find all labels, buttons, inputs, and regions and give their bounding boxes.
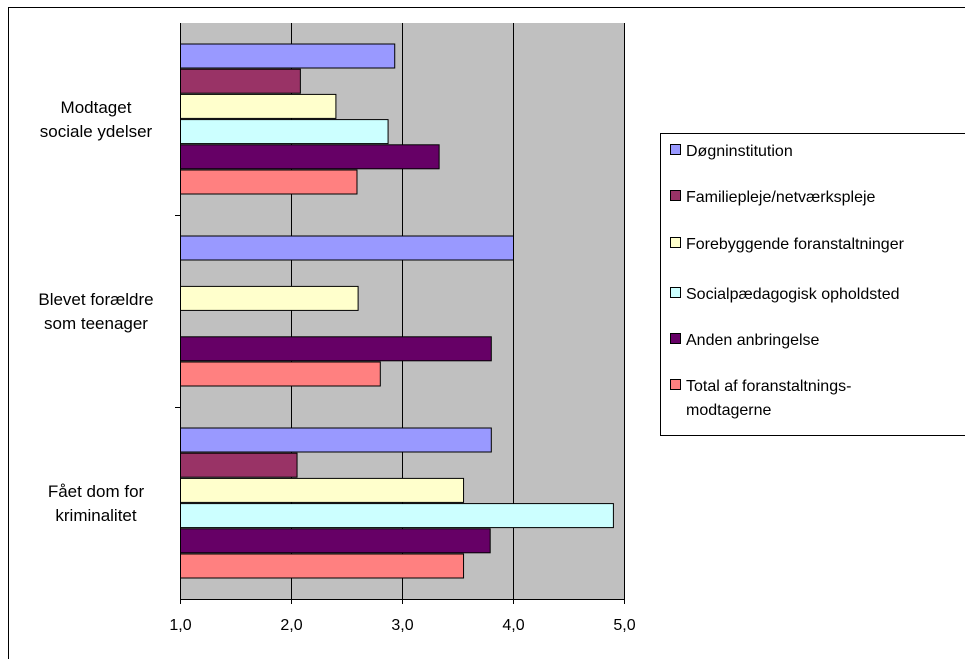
legend-label: Familiepleje/netværkspleje (686, 189, 876, 206)
legend-swatch (671, 334, 681, 344)
bar (181, 286, 359, 310)
bar (181, 362, 381, 386)
legend-swatch (671, 288, 681, 298)
bar (181, 170, 357, 194)
bar (181, 453, 298, 477)
legend-label: modtagerne (686, 402, 771, 419)
bar (181, 554, 464, 578)
bar (181, 120, 389, 144)
legend-swatch (671, 238, 681, 248)
category-label: sociale ydelser (40, 122, 153, 141)
category-label: Blevet forældre (38, 290, 153, 309)
x-tick-label: 4,0 (502, 617, 524, 634)
category-label: Fået dom for (48, 482, 145, 501)
legend-swatch (671, 191, 681, 201)
x-tick-label: 3,0 (391, 617, 413, 634)
category-label: Modtaget (61, 98, 132, 117)
legend-label: Socialpædagogisk opholdsted (686, 286, 899, 303)
legend-swatch (671, 380, 681, 390)
category-label: som teenager (44, 314, 148, 333)
bar (181, 94, 336, 118)
legend-label: Døgninstitution (686, 143, 793, 160)
bar (181, 337, 492, 361)
bar (181, 428, 492, 452)
x-tick-label: 2,0 (280, 617, 302, 634)
legend-label: Total af foranstaltnings- (686, 378, 851, 395)
bar (181, 69, 301, 93)
x-tick-label: 5,0 (613, 617, 635, 634)
bar (181, 44, 395, 68)
legend-swatch (671, 145, 681, 155)
bar (181, 504, 614, 528)
x-tick-label: 1,0 (169, 617, 191, 634)
bar (181, 529, 491, 553)
legend-label: Forebyggende foranstaltninger (686, 236, 905, 253)
category-label: kriminalitet (55, 506, 137, 525)
bar (181, 145, 440, 169)
bar (181, 236, 514, 260)
legend: Døgninstitution Familiepleje/netværksplej… (661, 134, 965, 436)
legend-label: Anden anbringelse (686, 332, 820, 349)
bar (181, 478, 464, 502)
